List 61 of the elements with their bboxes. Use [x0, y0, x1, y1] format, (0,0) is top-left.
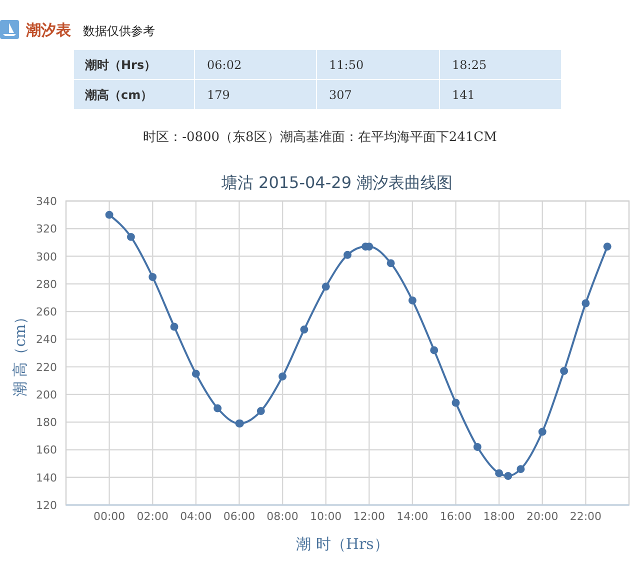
point — [473, 442, 482, 451]
point — [560, 366, 568, 375]
y-tick-label: 260 — [36, 306, 57, 319]
point — [192, 370, 200, 378]
text: 179 — [207, 88, 230, 102]
point — [408, 296, 416, 304]
text: 06:02 — [207, 58, 242, 72]
point — [105, 210, 114, 219]
point — [278, 372, 287, 380]
point — [344, 250, 352, 259]
y-tick-label: 120 — [36, 499, 57, 512]
y-tick-label: 240 — [36, 333, 57, 346]
point — [504, 472, 512, 480]
chart-title: 塘沽 2015-04-29 潮汐表曲线图 — [220, 173, 453, 192]
point — [386, 259, 395, 268]
y-tick-label: 320 — [36, 222, 57, 236]
text: 潮时（Hrs） — [84, 58, 156, 72]
x-tick-label: 02:00 — [136, 510, 168, 523]
y-tick-label: 180 — [36, 416, 57, 430]
point — [495, 469, 504, 478]
text: 潮汐表 — [25, 21, 72, 39]
point — [452, 398, 460, 407]
x-tick-label: 08:00 — [266, 510, 298, 523]
text: 数据仅供参考 — [83, 24, 155, 38]
y-tick-label: 200 — [36, 388, 57, 402]
x-tick-label: 04:00 — [180, 510, 212, 523]
point — [516, 465, 525, 474]
x-tick-label: 16:00 — [440, 510, 472, 523]
x-tick-label: 10:00 — [310, 510, 342, 523]
y-tick-label: 160 — [36, 444, 57, 457]
text: 307 — [329, 88, 352, 102]
point — [430, 346, 438, 354]
point — [300, 326, 308, 334]
point — [126, 232, 135, 241]
point — [322, 282, 330, 291]
text: 时区：-0800（东8区）潮高基准面：在平均海平面下241CM — [143, 129, 497, 145]
point — [582, 299, 590, 308]
text: 141 — [452, 88, 475, 102]
x-tick-label: 18:00 — [483, 510, 515, 523]
x-tick-label: 12:00 — [353, 510, 386, 523]
y-tick-label: 300 — [36, 250, 57, 264]
x-tick-label: 20:00 — [526, 510, 558, 523]
point — [538, 428, 546, 436]
x-axis-title: 潮 时（Hrs） — [296, 535, 389, 553]
text: 18:25 — [452, 58, 487, 72]
x-tick-label: 14:00 — [396, 510, 428, 523]
point — [256, 407, 265, 416]
point — [170, 322, 178, 331]
x-tick-label: 22:00 — [570, 510, 602, 523]
y-axis-title: 潮 高（cm） — [11, 309, 29, 397]
x-tick-label: 06:00 — [223, 510, 256, 523]
point — [148, 273, 157, 281]
y-tick-label: 140 — [36, 471, 57, 484]
y-tick-label: 220 — [36, 360, 57, 374]
point — [214, 404, 222, 412]
x-tick-label: 00:00 — [93, 510, 126, 523]
text: 潮高（cm） — [84, 88, 153, 102]
point — [603, 242, 612, 251]
y-tick-label: 280 — [36, 278, 57, 291]
text: 11:50 — [329, 58, 364, 72]
y-tick-label: 340 — [36, 195, 57, 208]
